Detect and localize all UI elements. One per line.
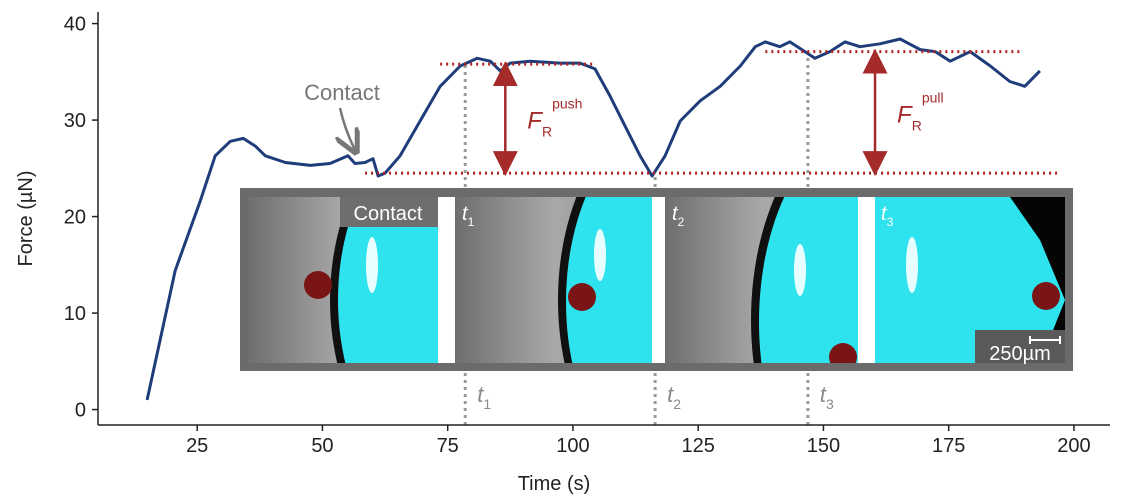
inset-panel	[875, 197, 1065, 363]
time-marker-label: t1	[477, 382, 491, 412]
time-marker-label: t2	[667, 382, 681, 412]
panel-label: Contact	[354, 203, 423, 225]
y-tick-label: 0	[75, 400, 86, 422]
inset-gap	[652, 197, 665, 363]
force-subscript: R	[542, 124, 552, 140]
panel-label-subscript: 3	[887, 215, 894, 229]
panel-label-text: Contact	[354, 203, 423, 225]
force-label: FRpull	[897, 89, 944, 133]
contact-arrow	[340, 108, 355, 150]
force-superscript: pull	[922, 89, 944, 105]
time-subscript: 2	[673, 396, 681, 412]
chart: Contact t1 t2 t3 250µm 0 10 20 30 40 25 50 75 100 125…	[0, 0, 1123, 497]
inset-gap	[858, 197, 875, 363]
x-axis-title: Time (s)	[518, 473, 591, 495]
scale-bar-label: 250µm	[989, 343, 1051, 365]
time-subscript: 1	[483, 396, 491, 412]
y-axis-title: Force (µN)	[15, 171, 37, 267]
force-superscript: push	[552, 96, 582, 112]
x-tick-label: 75	[437, 435, 459, 457]
inset-gap	[438, 197, 455, 363]
x-tick-label: 150	[807, 435, 840, 457]
y-tick-label: 10	[64, 303, 86, 325]
y-tick-label: 20	[64, 207, 86, 229]
x-tick-label: 50	[311, 435, 333, 457]
time-marker-label: t3	[820, 382, 834, 412]
page: {"chart_data": {"type": "line", "x_label…	[0, 0, 1123, 502]
x-tick-label: 125	[681, 435, 714, 457]
force-symbol: F	[897, 101, 913, 128]
contact-label: Contact	[304, 80, 380, 105]
panel-label-subscript: 1	[468, 215, 475, 229]
y-tick-label: 40	[64, 14, 86, 36]
x-tick-label: 100	[556, 435, 589, 457]
x-tick-label: 25	[186, 435, 208, 457]
force-label: FRpush	[527, 96, 582, 140]
time-subscript: 3	[826, 396, 834, 412]
panel-label-subscript: 2	[678, 215, 685, 229]
x-tick-label: 175	[932, 435, 965, 457]
y-tick-label: 30	[64, 110, 86, 132]
force-symbol: F	[527, 108, 543, 135]
x-tick-label: 200	[1057, 435, 1090, 457]
force-subscript: R	[912, 117, 922, 133]
